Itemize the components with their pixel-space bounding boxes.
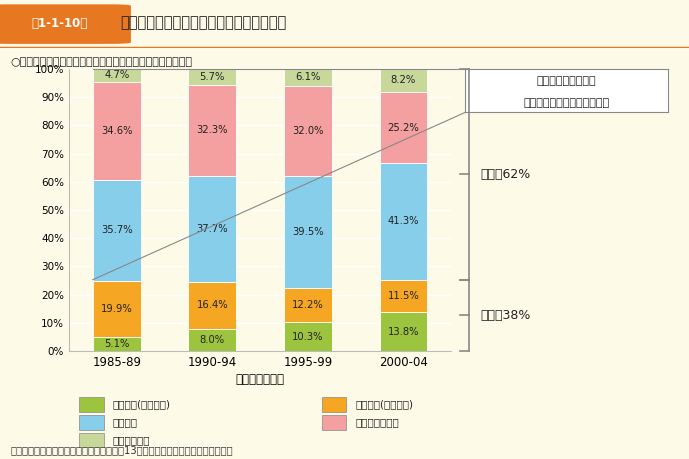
Bar: [93, 82, 141, 180]
Bar: [188, 176, 236, 282]
Bar: [93, 337, 141, 351]
Text: 第一子出産前後での就業状況: 第一子出産前後での就業状況: [524, 98, 610, 108]
Text: 5.7%: 5.7%: [200, 72, 225, 82]
Text: 25.2%: 25.2%: [388, 123, 420, 133]
Text: 出産前有職者に係る: 出産前有職者に係る: [537, 76, 597, 86]
Text: 6.1%: 6.1%: [295, 72, 320, 82]
Text: 32.0%: 32.0%: [292, 126, 324, 136]
Bar: [284, 86, 332, 176]
Text: 10.3%: 10.3%: [292, 331, 324, 341]
Text: 妊娠前から無職: 妊娠前から無職: [356, 417, 399, 427]
Text: 就業と結婚・出産・子育ての「二者択一」: 就業と結婚・出産・子育ての「二者択一」: [121, 16, 287, 31]
Text: 5.1%: 5.1%: [104, 339, 130, 349]
Text: 8.0%: 8.0%: [200, 335, 225, 345]
Bar: [188, 329, 236, 351]
Bar: [93, 180, 141, 280]
Bar: [380, 312, 427, 351]
Text: 16.4%: 16.4%: [196, 300, 228, 310]
Bar: [322, 415, 346, 430]
Bar: [93, 280, 141, 337]
Bar: [188, 282, 236, 329]
Text: 41.3%: 41.3%: [388, 217, 419, 226]
Bar: [284, 68, 332, 86]
Text: 有職　38%: 有職 38%: [480, 309, 531, 322]
Text: 37.7%: 37.7%: [196, 224, 228, 234]
Bar: [380, 69, 427, 92]
Bar: [79, 415, 103, 430]
Text: 無職　62%: 無職 62%: [480, 168, 531, 181]
Text: 13.8%: 13.8%: [388, 327, 419, 336]
Text: 34.6%: 34.6%: [101, 126, 132, 136]
Text: 就業継続(育休なし): 就業継続(育休なし): [356, 399, 413, 409]
Text: 8.2%: 8.2%: [391, 75, 416, 85]
Text: 4.7%: 4.7%: [104, 71, 130, 80]
Bar: [188, 84, 236, 176]
Bar: [284, 176, 332, 288]
Text: 12.2%: 12.2%: [292, 300, 324, 310]
Text: 11.5%: 11.5%: [388, 291, 420, 301]
Text: 32.3%: 32.3%: [196, 125, 228, 135]
Bar: [380, 92, 427, 163]
Text: その他・不詳: その他・不詳: [113, 435, 150, 445]
Text: ○子どもの出生年別、第１子出産前後の妻の就業経歴の構成: ○子どもの出生年別、第１子出産前後の妻の就業経歴の構成: [10, 57, 192, 67]
Text: 就業継続(育休利用): 就業継続(育休利用): [113, 399, 171, 409]
Text: 39.5%: 39.5%: [292, 227, 324, 237]
Bar: [380, 163, 427, 280]
Bar: [284, 322, 332, 351]
FancyBboxPatch shape: [0, 4, 131, 44]
Bar: [380, 280, 427, 312]
Text: 第1-1-10図: 第1-1-10図: [31, 17, 88, 30]
Text: 19.9%: 19.9%: [101, 304, 132, 313]
Bar: [284, 288, 332, 322]
Bar: [188, 68, 236, 84]
Text: 35.7%: 35.7%: [101, 225, 132, 235]
Text: 資料：国立社会保障・人口問題研究所「第13回出生動向基本調査（夫婦調査）」: 資料：国立社会保障・人口問題研究所「第13回出生動向基本調査（夫婦調査）」: [10, 445, 233, 455]
Bar: [322, 397, 346, 412]
Bar: [93, 69, 141, 82]
Text: 出産退職: 出産退職: [113, 417, 138, 427]
Bar: [79, 397, 103, 412]
X-axis label: 子どもの出生年: 子どもの出生年: [236, 373, 285, 386]
Bar: [79, 433, 103, 448]
